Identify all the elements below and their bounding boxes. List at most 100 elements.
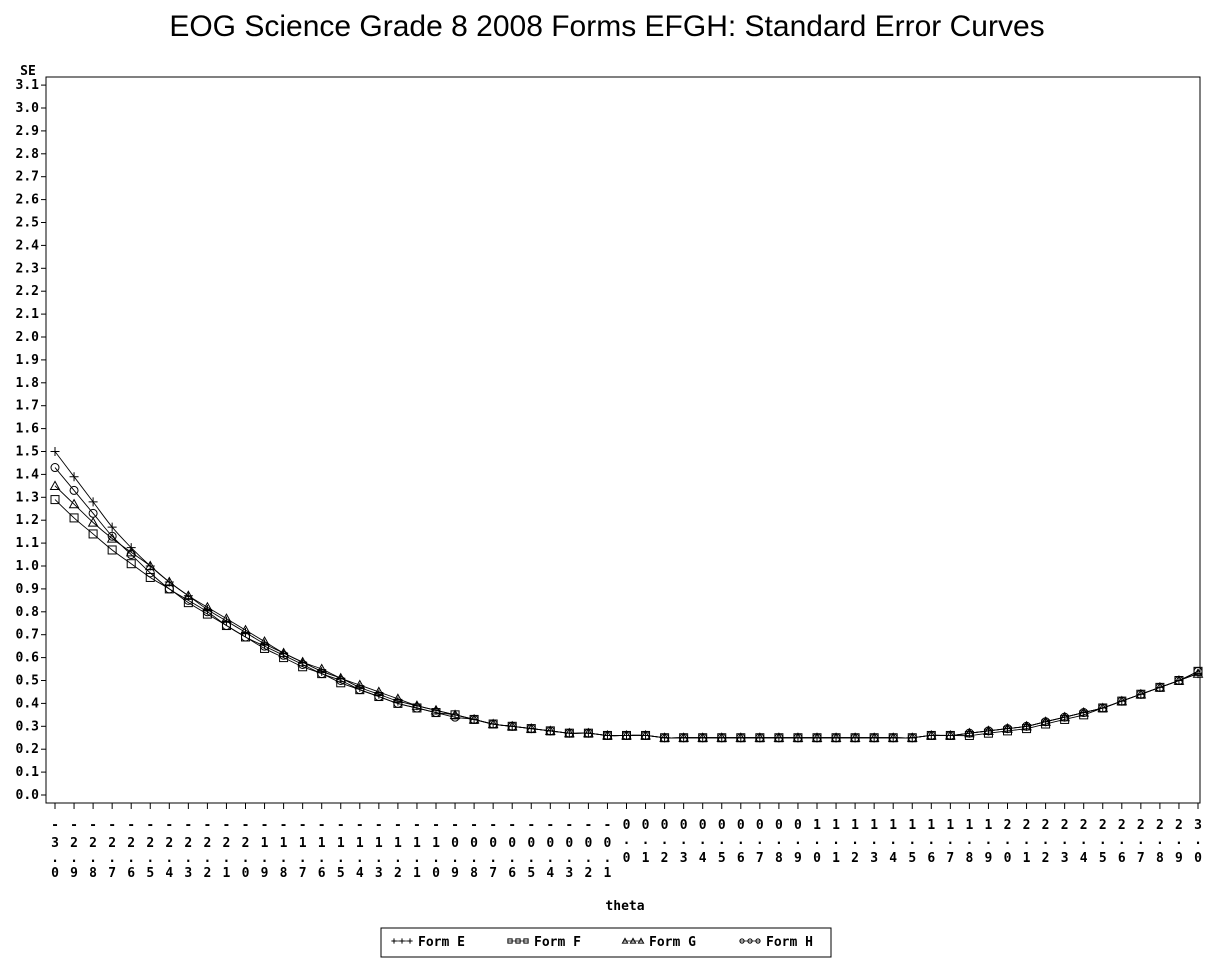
x-tick-label: 1.1 xyxy=(832,818,840,866)
data-point xyxy=(1003,724,1012,734)
x-tick-label: - 1.5 xyxy=(337,818,345,881)
x-tick-label: - 2.7 xyxy=(108,818,116,881)
svg-text:.: . xyxy=(623,833,631,848)
data-point xyxy=(126,550,136,560)
svg-text:-: - xyxy=(470,818,478,833)
svg-text:2: 2 xyxy=(661,851,669,866)
data-point xyxy=(507,721,517,731)
svg-text:.: . xyxy=(756,833,764,848)
svg-text:.: . xyxy=(1137,833,1145,848)
data-point xyxy=(144,560,156,571)
svg-text:1: 1 xyxy=(813,818,821,833)
svg-text:2: 2 xyxy=(108,836,116,851)
svg-text:3: 3 xyxy=(870,851,878,866)
svg-text:2: 2 xyxy=(165,836,173,851)
y-tick-label: 1.5 xyxy=(16,445,39,460)
svg-text:2: 2 xyxy=(89,836,97,851)
x-tick-label: - 0.6 xyxy=(508,818,516,881)
svg-text:-: - xyxy=(146,818,154,833)
svg-text:.: . xyxy=(223,851,231,866)
svg-text:8: 8 xyxy=(1156,851,1164,866)
data-point xyxy=(1155,682,1165,692)
svg-text:.: . xyxy=(165,851,173,866)
svg-text:7: 7 xyxy=(108,866,116,881)
svg-text:2: 2 xyxy=(1061,818,1069,833)
data-point xyxy=(736,733,746,743)
x-tick-label: 1.9 xyxy=(985,818,993,866)
svg-text:.: . xyxy=(280,851,288,866)
legend-label: Form E xyxy=(418,935,465,950)
svg-text:0: 0 xyxy=(813,851,821,866)
data-point xyxy=(241,632,250,642)
svg-text:9: 9 xyxy=(451,866,459,881)
svg-text:.: . xyxy=(299,851,307,866)
series-form-g xyxy=(49,480,1204,742)
svg-text:0: 0 xyxy=(242,866,250,881)
y-tick-label: 0.1 xyxy=(16,765,40,780)
svg-text:9: 9 xyxy=(261,866,269,881)
svg-text:7: 7 xyxy=(299,866,307,881)
plot-frame xyxy=(45,76,1201,804)
svg-text:.: . xyxy=(1175,833,1183,848)
svg-text:4: 4 xyxy=(1080,851,1088,866)
svg-text:0: 0 xyxy=(451,836,459,851)
data-point xyxy=(373,686,385,697)
svg-text:1: 1 xyxy=(413,866,421,881)
svg-text:-: - xyxy=(604,818,612,833)
svg-text:1: 1 xyxy=(851,818,859,833)
svg-text:.: . xyxy=(642,833,650,848)
series-line xyxy=(54,467,1199,739)
data-point xyxy=(679,733,689,743)
svg-text:5: 5 xyxy=(146,866,154,881)
x-tick-label: 0.9 xyxy=(794,818,802,866)
series-form-e xyxy=(50,447,1203,743)
x-tick-label: - 0.1 xyxy=(604,818,612,881)
data-point xyxy=(641,730,651,740)
svg-text:-: - xyxy=(127,818,135,833)
svg-text:0: 0 xyxy=(546,836,554,851)
svg-text:1: 1 xyxy=(223,866,231,881)
svg-text:.: . xyxy=(1061,833,1069,848)
svg-text:1: 1 xyxy=(889,818,897,833)
y-axis-label: SE xyxy=(20,64,36,79)
data-point xyxy=(907,733,917,743)
x-tick-label: - 2.0 xyxy=(242,818,250,881)
x-tick-label: 2.8 xyxy=(1156,818,1164,866)
data-point xyxy=(774,733,784,743)
y-tick-label: 1.2 xyxy=(16,513,39,528)
svg-text:0: 0 xyxy=(1194,851,1202,866)
x-tick-label: - 0.7 xyxy=(489,818,497,881)
svg-text:.: . xyxy=(70,851,78,866)
svg-text:0: 0 xyxy=(661,818,669,833)
data-point xyxy=(221,613,232,623)
svg-text:1: 1 xyxy=(394,836,402,851)
svg-text:-: - xyxy=(280,818,288,833)
x-axis: -3.0-2.9-2.8-2.7-2.6-2.5-2.4-2.3-2.2-2.1… xyxy=(51,803,1202,881)
x-tick-label: - 0.2 xyxy=(584,818,592,881)
data-point xyxy=(374,692,384,702)
svg-text:1: 1 xyxy=(985,818,993,833)
x-tick-label: 1.6 xyxy=(927,818,935,866)
series-line xyxy=(54,485,1199,739)
x-tick-label: - 1.7 xyxy=(299,818,307,881)
x-tick-label: 1.8 xyxy=(965,818,973,866)
data-point xyxy=(755,733,765,743)
svg-text:.: . xyxy=(1004,833,1012,848)
svg-text:-: - xyxy=(51,818,59,833)
data-point xyxy=(945,730,955,740)
x-tick-label: - 0.3 xyxy=(565,818,573,881)
svg-text:1: 1 xyxy=(832,818,840,833)
svg-text:0: 0 xyxy=(794,818,802,833)
data-point xyxy=(850,733,860,743)
svg-text:-: - xyxy=(546,818,554,833)
data-point xyxy=(1136,689,1146,699)
svg-text:-: - xyxy=(299,818,307,833)
svg-text:7: 7 xyxy=(946,851,954,866)
svg-text:.: . xyxy=(242,851,250,866)
svg-text:-: - xyxy=(508,818,516,833)
svg-text:.: . xyxy=(1194,833,1202,848)
svg-text:0: 0 xyxy=(642,818,650,833)
data-point xyxy=(49,480,61,490)
y-tick-label: 1.7 xyxy=(16,399,39,414)
svg-text:1: 1 xyxy=(870,818,878,833)
